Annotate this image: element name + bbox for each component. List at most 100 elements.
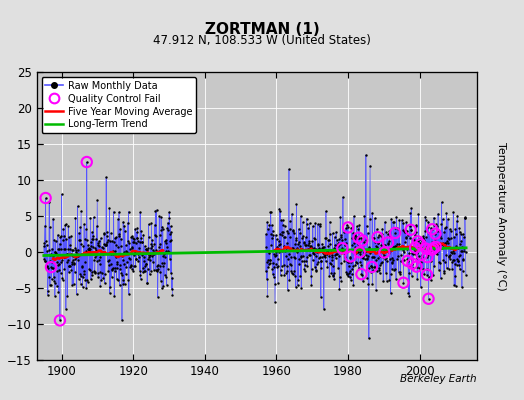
Point <box>124 220 132 226</box>
Point <box>447 234 455 241</box>
Point <box>384 231 392 237</box>
Point <box>53 283 61 289</box>
Point <box>312 249 321 255</box>
Point <box>319 244 328 250</box>
Point <box>368 210 376 216</box>
Point <box>278 232 287 239</box>
Point <box>265 260 274 266</box>
Point <box>61 222 69 228</box>
Point <box>443 244 452 250</box>
Point <box>277 263 286 269</box>
Point <box>368 264 376 270</box>
Point <box>332 229 340 235</box>
Point <box>120 249 128 255</box>
Point <box>438 244 446 251</box>
Point <box>94 242 103 249</box>
Point <box>343 222 351 228</box>
Point <box>353 233 362 240</box>
Point <box>319 248 327 254</box>
Point <box>370 234 378 241</box>
Point <box>400 257 408 263</box>
Point <box>152 247 160 254</box>
Point <box>285 166 293 172</box>
Point <box>373 226 381 232</box>
Point <box>149 249 158 255</box>
Point <box>159 283 167 289</box>
Point <box>300 266 309 272</box>
Point <box>293 248 301 254</box>
Point <box>288 270 296 276</box>
Point <box>54 246 63 253</box>
Point <box>168 274 176 281</box>
Point <box>372 287 380 293</box>
Point <box>403 258 412 264</box>
Point <box>73 203 82 209</box>
Point <box>315 245 323 252</box>
Point <box>313 261 321 267</box>
Point <box>297 254 305 260</box>
Point <box>155 232 163 238</box>
Point <box>419 233 428 240</box>
Point <box>275 248 283 255</box>
Point <box>299 219 307 225</box>
Point <box>90 257 98 264</box>
Point <box>341 254 349 260</box>
Point <box>324 237 333 243</box>
Point <box>53 232 62 238</box>
Point <box>147 220 156 226</box>
Point <box>41 195 50 201</box>
Point <box>429 272 438 278</box>
Point <box>110 292 118 299</box>
Point <box>402 219 410 225</box>
Point <box>88 236 96 243</box>
Point <box>154 266 162 272</box>
Point <box>103 239 112 245</box>
Point <box>279 221 287 228</box>
Point <box>431 244 440 250</box>
Point <box>278 229 286 236</box>
Point <box>52 255 61 262</box>
Point <box>390 266 399 272</box>
Point <box>439 242 447 248</box>
Point <box>445 235 453 242</box>
Point <box>403 256 411 263</box>
Point <box>141 246 150 252</box>
Point <box>389 257 398 263</box>
Point <box>332 251 341 257</box>
Point <box>378 226 387 232</box>
Point <box>70 281 78 288</box>
Point <box>322 248 331 254</box>
Point <box>356 259 364 265</box>
Point <box>102 240 111 247</box>
Point <box>449 209 457 216</box>
Point <box>308 245 316 251</box>
Point <box>383 278 391 284</box>
Point <box>443 238 451 244</box>
Point <box>333 242 342 248</box>
Point <box>134 251 142 257</box>
Point <box>100 230 108 236</box>
Point <box>58 191 66 198</box>
Point <box>425 229 434 236</box>
Point <box>450 257 458 264</box>
Point <box>335 253 343 259</box>
Point <box>399 280 408 286</box>
Point <box>434 210 442 217</box>
Point <box>106 284 115 291</box>
Point <box>362 252 370 258</box>
Point <box>127 234 135 241</box>
Point <box>132 240 140 247</box>
Point <box>145 251 154 258</box>
Point <box>388 254 396 261</box>
Point <box>115 233 123 240</box>
Point <box>81 259 89 265</box>
Point <box>69 252 77 259</box>
Point <box>306 243 314 250</box>
Point <box>362 222 370 229</box>
Point <box>125 240 134 246</box>
Point <box>404 290 412 296</box>
Point <box>314 255 323 261</box>
Point <box>167 229 176 236</box>
Point <box>394 226 402 232</box>
Point <box>303 246 312 252</box>
